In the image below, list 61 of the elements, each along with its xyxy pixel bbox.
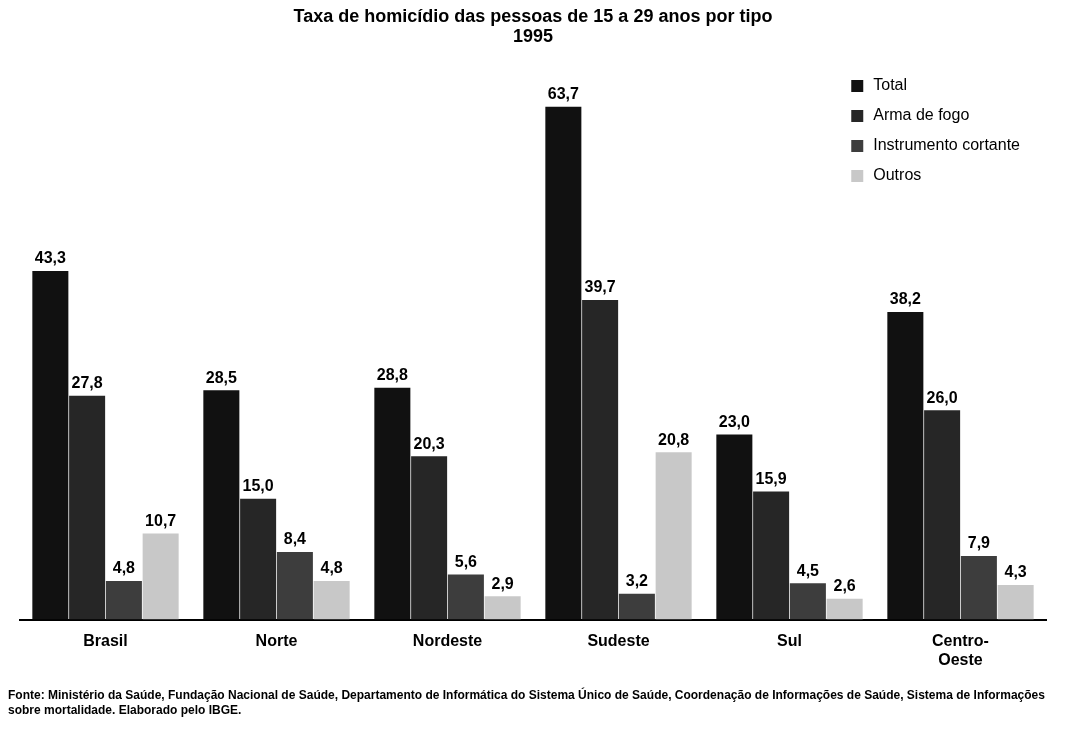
legend-label: Instrumento cortante: [873, 136, 1021, 154]
data-label: 2,6: [833, 577, 856, 595]
bar: [545, 106, 582, 620]
x-tick-label: Norte: [255, 631, 298, 649]
bar: [411, 456, 448, 620]
chart-title: Taxa de homicídio das pessoas de 15 a 29 anos por tipo: [292, 5, 774, 26]
bar: [374, 387, 411, 620]
bar: [826, 598, 863, 620]
data-label: 4,8: [320, 559, 343, 577]
source-note: Fonte: Ministério da Saúde, Fundação Nacional de Saúde, Departamento de Informática do Sistema Único de Saúde, Coordenação de Informações de Saúde, Sistema de Informações sobre mortalidade. Elaborado pelo IBGE.: [7, 686, 1046, 718]
bar: [887, 312, 924, 620]
x-tick-label: Nordeste: [412, 631, 483, 649]
chart-subtitle: 1995: [511, 26, 554, 46]
bar: [997, 584, 1034, 620]
data-label: 4,5: [796, 561, 820, 579]
data-label: 2,9: [491, 574, 514, 592]
bar: [484, 596, 521, 620]
data-label: 10,7: [145, 511, 177, 529]
bar: [618, 593, 655, 620]
bar: [69, 395, 106, 620]
data-label: 7,9: [967, 534, 991, 552]
data-label: 5,6: [454, 552, 478, 570]
data-label: 28,5: [205, 368, 238, 386]
legend-label: Outros: [873, 166, 922, 184]
legend-label: Arma de fogo: [873, 106, 970, 124]
x-tick-label: Brasil: [83, 631, 128, 649]
bar: [960, 555, 997, 620]
data-label: 28,8: [376, 366, 409, 384]
data-label: 27,8: [71, 374, 103, 392]
data-label: 26,0: [926, 388, 958, 406]
data-label: 15,9: [755, 469, 787, 487]
x-tick-label: Sul: [777, 631, 802, 649]
data-label: 4,8: [112, 559, 136, 577]
bar: [32, 270, 69, 620]
x-tick-label: Sudeste: [587, 631, 650, 649]
data-label: 3,2: [625, 572, 649, 590]
bar: [753, 491, 790, 620]
data-label: 4,3: [1004, 563, 1027, 581]
data-label: 20,3: [413, 434, 445, 452]
data-label: 39,7: [584, 278, 616, 296]
bar: [142, 533, 179, 620]
bar: [655, 452, 692, 620]
data-label: 43,3: [34, 249, 67, 267]
bar: [240, 498, 277, 620]
data-label: 20,8: [658, 430, 690, 448]
legend-label: Total: [873, 76, 908, 94]
bar: [276, 551, 313, 620]
data-label: 8,4: [283, 530, 307, 548]
x-tick-label: Centro-Oeste: [932, 631, 989, 668]
data-label: 63,7: [547, 85, 580, 103]
bar: [203, 390, 240, 620]
bar: [105, 580, 142, 620]
bar: [789, 583, 826, 620]
data-label: 15,0: [242, 477, 274, 495]
bar: [447, 574, 484, 620]
bar: [716, 434, 753, 620]
data-label: 23,0: [718, 412, 751, 430]
bar: [582, 299, 619, 620]
data-label: 38,2: [889, 290, 922, 308]
bar: [313, 580, 350, 620]
bar: [924, 410, 961, 620]
